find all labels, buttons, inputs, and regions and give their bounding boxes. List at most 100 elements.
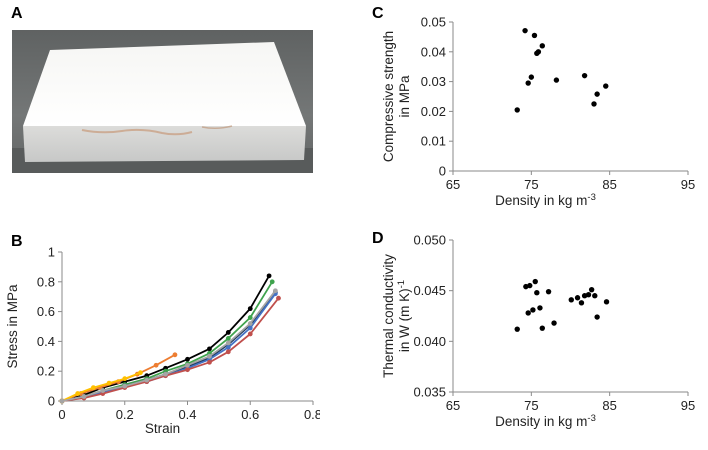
- series-point-4: [207, 359, 212, 365]
- series-point-3: [225, 344, 231, 350]
- scatter-point: [594, 314, 600, 320]
- panel-letter-a: A: [11, 5, 23, 22]
- scatter-point: [525, 310, 531, 316]
- y-tick-label: 0.03: [421, 74, 446, 89]
- scatter-point: [603, 299, 610, 305]
- x-tick-label: 0.6: [241, 407, 259, 422]
- foam-surface-mark: [201, 125, 233, 130]
- x-tick-label: 0: [58, 407, 65, 422]
- y-tick-label: 0.040: [413, 334, 446, 349]
- scatter-point: [551, 320, 557, 326]
- y-tick-label: 0.6: [37, 304, 55, 319]
- x-axis-title-text: Density in kg m: [495, 193, 587, 208]
- scatter-point: [525, 80, 531, 86]
- series-line-7: [61, 290, 277, 402]
- series-point-7: [272, 288, 278, 294]
- y-axis-title-line2-superscript: -1: [396, 280, 407, 288]
- scatter-point: [581, 72, 588, 79]
- scatter-point: [574, 295, 581, 301]
- y-tick-label: 0: [439, 164, 446, 179]
- scatter-point: [591, 101, 597, 107]
- scatter-point: [528, 74, 535, 80]
- panel-letter-d: D: [372, 230, 384, 247]
- x-axis-title-superscript: -3: [587, 192, 595, 203]
- scatter-point: [530, 307, 536, 313]
- thermal-conductivity-chart: 65 75 85 95 0.035 0.040 0.045 0.050 Density in k…: [381, 233, 695, 430]
- series-point-3: [247, 325, 253, 331]
- series-point-4: [225, 349, 231, 355]
- y-tick-label: 0.045: [413, 283, 446, 298]
- panel-letter-c: C: [372, 5, 384, 22]
- scatter-point: [514, 107, 520, 113]
- series-point-6: [138, 370, 143, 376]
- x-tick-label: 75: [524, 177, 538, 192]
- scatter-point: [568, 297, 574, 303]
- y-tick-label: 0.2: [37, 364, 55, 379]
- series-point-4: [185, 367, 190, 373]
- series-point-7: [144, 377, 150, 383]
- series-point-6: [90, 385, 96, 390]
- x-tick-label: 75: [524, 398, 538, 413]
- x-tick-label: 85: [602, 398, 616, 413]
- series-point-0: [207, 346, 212, 352]
- series-point-0: [247, 306, 253, 312]
- y-tick-label: 0: [48, 394, 55, 409]
- y-tick-label: 0.05: [421, 15, 446, 30]
- y-axis-title-line2-text: in MPa: [397, 75, 412, 118]
- series-point-7: [122, 383, 128, 389]
- x-axis-title: Strain: [145, 421, 180, 436]
- x-tick-label: 85: [602, 177, 616, 192]
- x-tick-label: 65: [446, 398, 460, 413]
- y-tick-label: 0.04: [421, 44, 446, 59]
- scatter-point: [603, 83, 609, 89]
- scatter-point: [578, 300, 585, 306]
- scatter-point: [534, 289, 540, 296]
- series-point-7: [185, 362, 190, 368]
- scatter-point: [539, 43, 545, 49]
- y-tick-label: 0.035: [413, 385, 446, 400]
- y-axis-title-line1: Compressive strength: [381, 31, 396, 162]
- panel-letter-b: B: [11, 233, 23, 250]
- series-point-4: [247, 331, 253, 337]
- scatter-point: [585, 292, 592, 298]
- scatter-point: [592, 293, 598, 299]
- y-tick-label: 0.02: [421, 104, 446, 119]
- x-tick-label: 95: [681, 398, 695, 413]
- x-tick-label: 0.4: [178, 407, 196, 422]
- scatter-point: [514, 326, 520, 332]
- x-axis-title: Density in kg m-3: [495, 192, 596, 209]
- scatter-point: [553, 77, 560, 83]
- scatter-point: [535, 49, 542, 55]
- x-axis-title-superscript: -3: [587, 413, 595, 424]
- series-line-6: [61, 371, 141, 402]
- foam-block-photo: [12, 30, 313, 173]
- series-line-2: [61, 291, 277, 402]
- x-axis-title-text: Density in kg m: [495, 414, 587, 429]
- y-axis-title-line1: Thermal conductivity: [381, 254, 396, 378]
- series-point-5: [153, 362, 159, 368]
- series-line-3: [61, 293, 277, 402]
- series-point-6: [122, 376, 128, 382]
- compressive-strength-chart: 65 75 85 95 0 0.01 0.02 0.03 0.04 0.05 Density in …: [381, 15, 695, 209]
- series-point-7: [100, 388, 106, 393]
- y-tick-label: 0.4: [37, 334, 55, 349]
- y-tick-label: 0.01: [421, 134, 446, 149]
- series-point-7: [207, 353, 212, 359]
- series-point-0: [185, 356, 190, 362]
- x-axis-title: Density in kg m-3: [495, 413, 596, 430]
- y-tick-label: 0.8: [37, 274, 55, 289]
- x-tick-label: 65: [446, 177, 460, 192]
- scatter-point: [588, 286, 595, 293]
- series-point-6: [106, 380, 112, 386]
- series-point-1: [269, 279, 275, 285]
- series-point-7: [59, 398, 65, 404]
- series-point-4: [276, 295, 281, 301]
- series-point-1: [247, 315, 253, 320]
- x-tick-label: 95: [681, 177, 695, 192]
- stress-strain-chart: 0 0.2 0.4 0.6 0.8 0 0.2 0.4 0.6 0.8 1 Strain Stress …: [5, 245, 320, 437]
- scatter-point: [537, 305, 543, 311]
- series-point-7: [247, 321, 253, 326]
- y-tick-label: 1: [48, 245, 55, 260]
- series-point-5: [172, 352, 178, 358]
- y-axis-title-line2-text: in W (m K): [397, 288, 412, 352]
